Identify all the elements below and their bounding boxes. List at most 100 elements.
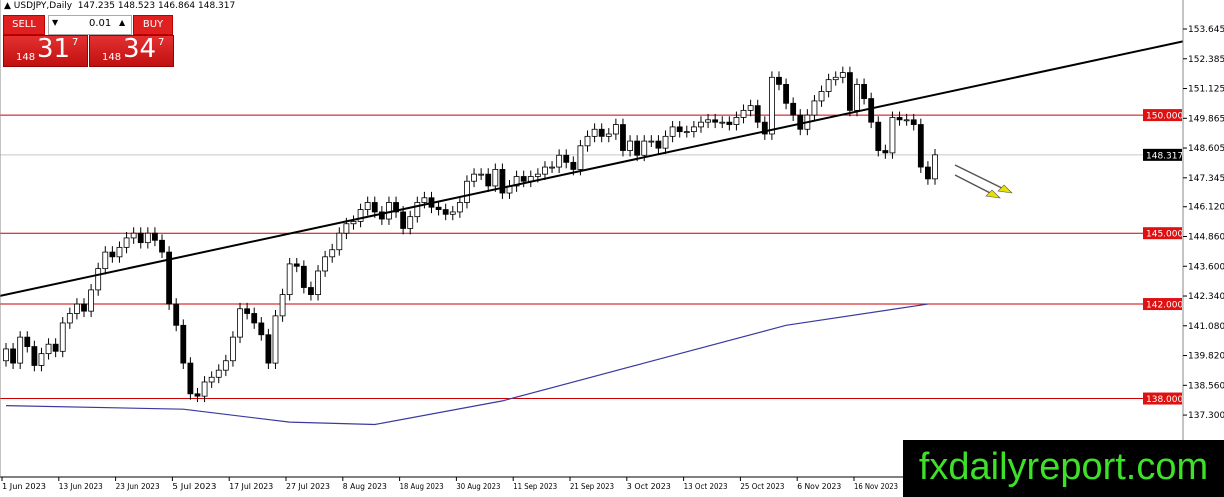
lot-size-input[interactable]: ▼ 0.01 ▲ [48,15,132,35]
candle [315,265,321,301]
bull-candle-body [698,121,704,128]
current-price-label: 148.317 [1146,151,1183,161]
candle [783,78,789,110]
bear-candle-body [371,202,378,213]
y-tick-label: 139.820 [1188,352,1224,362]
candle [733,111,740,131]
bull-candle-body [492,169,499,187]
candle [634,135,641,162]
candle [478,168,485,181]
buy-button[interactable]: BUY [133,15,173,35]
bull-candle-body [201,381,208,397]
candle [116,241,123,263]
bull-candle-body [279,294,286,317]
bear-candle-body [293,263,300,267]
candle [925,161,931,185]
x-tick-label: 8 Aug 2023 [343,482,387,491]
x-tick-label: 27 Jul 2023 [286,482,330,491]
candle [513,170,520,192]
bull-candle-body [144,232,151,244]
bull-candle-body [903,119,910,122]
bear-candle-body [620,124,626,151]
bull-candle-body [825,79,832,92]
bull-candle-body [747,105,754,111]
bull-candle-body [464,180,470,203]
candle [768,71,775,140]
lot-value[interactable]: 0.01 [89,18,112,29]
bull-candle-body [74,303,80,314]
level-label: 142.000 [1146,301,1183,311]
sell-price-pip: 7 [72,37,79,48]
bull-candle-body [669,126,676,137]
candle [811,95,818,121]
candle [109,246,116,263]
bull-candle-body [230,336,236,362]
x-tick-label: 17 Jul 2023 [229,482,273,491]
candle [222,354,229,377]
bear-candle-body [925,166,931,180]
collapse-triangle-icon[interactable]: ▲ [4,1,11,11]
symbol-label: USDJPY,Daily [13,1,73,11]
candle [875,116,882,157]
bull-candle-body [932,154,938,180]
candle [612,118,619,140]
bull-candle-body [542,166,548,175]
bull-candle-body [449,211,456,215]
candle [357,203,364,228]
candle [520,170,527,188]
level-label: 138.000 [1146,395,1183,405]
candle [293,257,300,273]
candle [577,139,584,176]
candle [790,97,797,121]
bull-candle-body [705,119,711,123]
down-arrows-annotation [954,164,1013,199]
bull-candle-body [740,109,747,118]
candle [45,338,52,360]
candle [492,163,499,192]
trendline [0,40,1184,297]
bull-candle-body [272,315,279,364]
bull-candle-body [123,237,130,248]
level-label-bg [1143,227,1182,240]
x-tick-label: 3 Oct 2023 [627,482,671,491]
candle [66,307,73,329]
candle [464,175,470,209]
candle [910,113,917,131]
bull-candle-body [17,336,24,364]
bear-candle-body [52,343,59,352]
buy-price-button[interactable]: 148 34 7 [89,34,174,67]
bull-candle-body [350,220,357,225]
candle [690,120,697,138]
sell-button[interactable]: SELL [3,15,45,35]
bull-candle-body [116,246,123,258]
buy-price-pip: 7 [158,37,165,48]
bear-candle-body [194,393,201,397]
bull-candle-body [662,135,669,149]
bull-candle-body [839,72,846,78]
candle [187,357,194,400]
bull-candle-body [329,249,336,258]
x-tick-label: 21 Sep 2023 [570,482,614,491]
bull-candle-body [95,268,102,291]
x-tick-label: 13 Oct 2023 [684,482,728,491]
bear-candle-body [393,202,399,213]
bear-candle-body [10,348,16,364]
candle [364,196,371,216]
bear-candle-body [797,114,804,130]
candle [598,123,605,143]
bull-candle-body [690,126,697,133]
sell-price-button[interactable]: 148 31 7 [3,34,88,67]
decrease-lot-icon[interactable]: ▼ [52,18,59,27]
y-tick-label: 148.605 [1188,144,1224,154]
buy-price-small: 148 [102,52,122,63]
bull-candle-body [591,128,598,137]
bull-candle-body [215,369,222,378]
candle [300,260,307,294]
x-tick-label: 6 Nov 2023 [797,482,841,491]
candle [208,371,215,388]
candle [605,128,612,143]
ohlc-readout: 147.235 148.523 146.864 148.317 [77,1,236,11]
increase-lot-icon[interactable]: ▲ [119,18,126,27]
candle [669,120,676,143]
